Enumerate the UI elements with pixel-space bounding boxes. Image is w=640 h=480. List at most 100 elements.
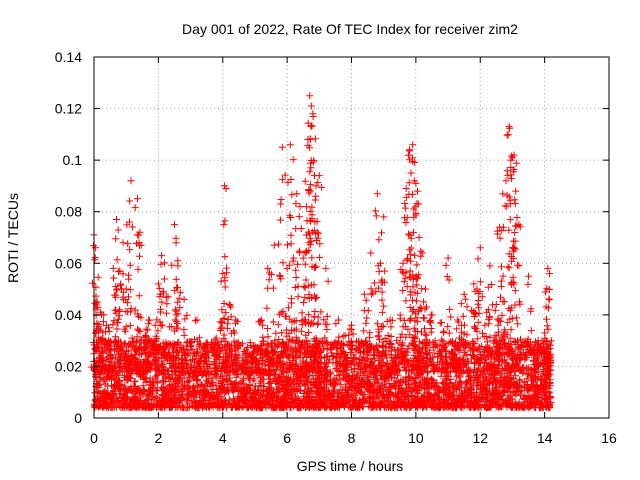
baseline-point (286, 379, 293, 387)
spike-point (176, 368, 184, 375)
baseline-point (394, 378, 402, 386)
baseline-point (260, 382, 268, 390)
spike-point (91, 254, 99, 262)
spike-point (301, 177, 309, 185)
spike-point (223, 340, 231, 348)
spike-point (95, 321, 103, 328)
spike-point (294, 260, 302, 268)
spike-point (285, 366, 293, 374)
spike-point (107, 345, 115, 353)
spike-point (131, 204, 139, 212)
baseline-point (494, 358, 502, 366)
baseline-point (114, 372, 122, 380)
spike-point (112, 235, 120, 243)
spike-point (89, 279, 96, 287)
spike-point (270, 359, 278, 367)
spike-point (296, 248, 304, 256)
baseline-point (494, 403, 502, 411)
baseline-point (429, 377, 437, 385)
spike-point (301, 359, 309, 367)
spike-point (269, 284, 277, 292)
baseline-point (347, 404, 355, 412)
baseline-point (532, 390, 540, 398)
baseline-point (153, 386, 161, 394)
spike-point (152, 365, 160, 372)
spike-point (112, 342, 120, 350)
spike-point (259, 353, 267, 361)
baseline-point (191, 358, 198, 366)
spike-point (313, 237, 320, 244)
baseline-point (471, 399, 479, 407)
baseline-point (504, 399, 512, 407)
spike-point (126, 246, 134, 254)
spike-point (287, 176, 295, 183)
baseline-point (239, 377, 247, 385)
baseline-point (287, 387, 295, 395)
spike-point (233, 359, 241, 367)
baseline-point (168, 403, 176, 411)
spike-point (182, 361, 190, 368)
baseline-point (537, 400, 545, 408)
baseline-point (185, 390, 193, 398)
spike-point (220, 335, 228, 343)
baseline-point (226, 374, 234, 382)
spike-point (142, 363, 150, 371)
spike-point (306, 168, 314, 176)
spike-point (231, 341, 238, 349)
baseline-point (361, 337, 369, 345)
spike-point (275, 336, 283, 343)
baseline-point (193, 375, 201, 383)
baseline-point (374, 356, 382, 364)
baseline-point (457, 390, 465, 398)
baseline-point (490, 339, 498, 347)
spike-point (112, 333, 120, 341)
spike-point (234, 343, 242, 351)
spike-point (113, 256, 121, 264)
baseline-point (496, 344, 504, 352)
baseline-point (330, 398, 338, 406)
baseline-point (281, 384, 289, 392)
spike-point (114, 226, 122, 234)
baseline-point (203, 390, 211, 398)
baseline-point (153, 371, 161, 379)
baseline-point (218, 403, 226, 410)
baseline-point (401, 394, 409, 402)
baseline-point (239, 387, 247, 395)
spike-point (313, 293, 321, 301)
baseline-point (524, 371, 532, 379)
spike-point (217, 347, 225, 355)
baseline-point (161, 377, 169, 385)
spike-point (277, 309, 285, 317)
baseline-point (428, 375, 436, 383)
spike-point (153, 358, 161, 366)
spike-point (297, 225, 305, 232)
baseline-point (310, 375, 318, 383)
baseline-point (224, 401, 232, 408)
baseline-point (512, 372, 520, 380)
spike-point (339, 359, 347, 367)
baseline-point (542, 375, 550, 383)
baseline-point (486, 402, 493, 410)
spike-point (137, 350, 145, 358)
baseline-point (121, 397, 129, 405)
baseline-point (141, 399, 149, 407)
spike-point (287, 214, 294, 221)
spike-point (143, 337, 150, 345)
baseline-point (167, 381, 175, 389)
baseline-point (294, 382, 302, 390)
baseline-point (137, 396, 145, 404)
spike-point (126, 261, 134, 269)
baseline-point (489, 380, 496, 388)
baseline-point (326, 376, 334, 384)
spike-point (276, 216, 284, 224)
baseline-point (415, 398, 423, 406)
spike-point (160, 259, 168, 267)
spike-point (122, 356, 129, 363)
baseline-point (356, 343, 363, 351)
spike-point (295, 213, 303, 221)
baseline-point (546, 400, 554, 408)
spike-point (323, 359, 330, 367)
baseline-point (193, 403, 201, 411)
spike-point (276, 354, 283, 362)
baseline-point (131, 377, 139, 385)
